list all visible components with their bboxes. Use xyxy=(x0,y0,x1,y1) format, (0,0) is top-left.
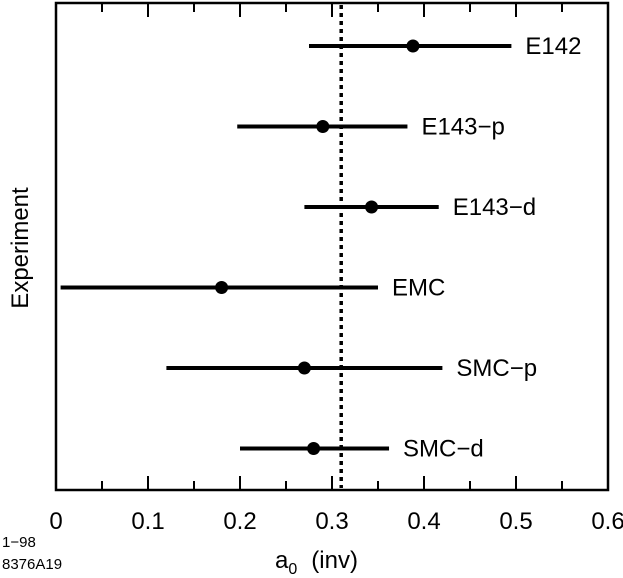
plot-frame xyxy=(54,1,610,492)
data-point xyxy=(297,361,311,375)
x-axis-title-main: a xyxy=(275,547,289,574)
x-tick-label: 0.2 xyxy=(223,508,256,535)
x-tick-label: 0.5 xyxy=(499,508,532,535)
x-tick-label: 0.6 xyxy=(591,508,623,535)
x-axis-title-subscript: 0 xyxy=(288,561,297,578)
experiment-row: EMC xyxy=(60,275,445,302)
data-point xyxy=(215,281,229,294)
x-tick-label: 0.1 xyxy=(131,508,164,535)
data-point xyxy=(307,442,321,455)
x-tick-label: 0 xyxy=(49,508,62,535)
x-axis-title: a0 (inv) xyxy=(275,547,358,578)
data-point xyxy=(406,39,420,53)
x-tick-label: 0.4 xyxy=(407,508,440,535)
experiment-label: SMC−d xyxy=(403,436,484,463)
experiment-row: E142 xyxy=(309,33,581,60)
experiment-label: E142 xyxy=(525,33,581,60)
experiment-row: E143−p xyxy=(237,114,505,141)
data-point xyxy=(316,120,330,133)
experiment-label: E143−d xyxy=(453,194,536,221)
data-points: E142 E143−p E143−d EMC SMC−p SMC−d xyxy=(60,33,581,463)
x-ticks xyxy=(55,3,609,490)
experiment-label: E143−p xyxy=(421,114,504,141)
x-tick-labels: 0 0.1 0.2 0.3 0.4 0.5 0.6 xyxy=(49,508,623,535)
y-axis-title: Experiment xyxy=(7,187,34,309)
x-axis-title-unit: (inv) xyxy=(311,547,358,574)
x-tick-label: 0.3 xyxy=(315,508,348,535)
experiment-label: EMC xyxy=(392,275,445,302)
experiment-row: SMC−p xyxy=(166,355,537,382)
figure-date-note: 1−98 xyxy=(2,534,36,551)
data-point xyxy=(365,200,379,214)
figure-id-note: 8376A19 xyxy=(2,556,63,573)
experiment-row: E143−d xyxy=(304,194,536,221)
experiment-row: SMC−d xyxy=(240,436,484,463)
experiment-label: SMC−p xyxy=(456,355,537,382)
